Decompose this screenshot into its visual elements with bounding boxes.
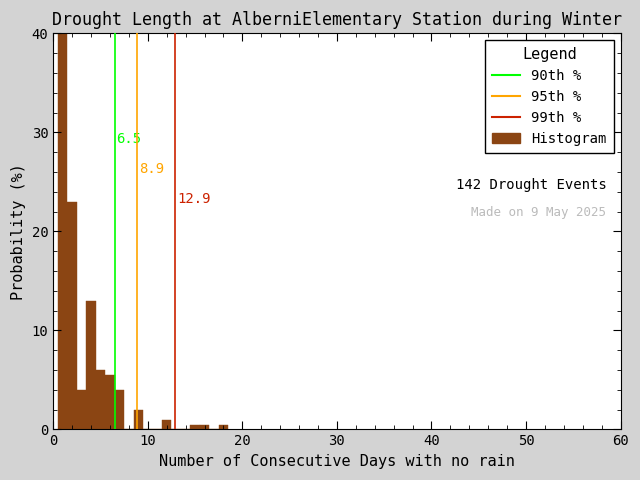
Bar <box>58 34 67 430</box>
Text: 8.9: 8.9 <box>140 162 164 176</box>
Text: 12.9: 12.9 <box>177 192 211 206</box>
Bar <box>105 375 115 430</box>
Bar <box>67 202 77 430</box>
Text: 6.5: 6.5 <box>116 132 141 146</box>
Text: 142 Drought Events: 142 Drought Events <box>456 178 606 192</box>
Bar <box>190 424 200 430</box>
Bar <box>86 301 96 430</box>
Bar <box>219 424 228 430</box>
Title: Drought Length at AlberniElementary Station during Winter: Drought Length at AlberniElementary Stat… <box>52 11 622 29</box>
Legend: 90th %, 95th %, 99th %, Histogram: 90th %, 95th %, 99th %, Histogram <box>485 40 614 153</box>
Bar <box>115 390 124 430</box>
Bar <box>96 370 105 430</box>
Y-axis label: Probability (%): Probability (%) <box>11 163 26 300</box>
Bar <box>77 390 86 430</box>
X-axis label: Number of Consecutive Days with no rain: Number of Consecutive Days with no rain <box>159 454 515 469</box>
Bar <box>134 409 143 430</box>
Bar <box>200 424 209 430</box>
Bar <box>162 420 172 430</box>
Text: Made on 9 May 2025: Made on 9 May 2025 <box>471 206 606 219</box>
